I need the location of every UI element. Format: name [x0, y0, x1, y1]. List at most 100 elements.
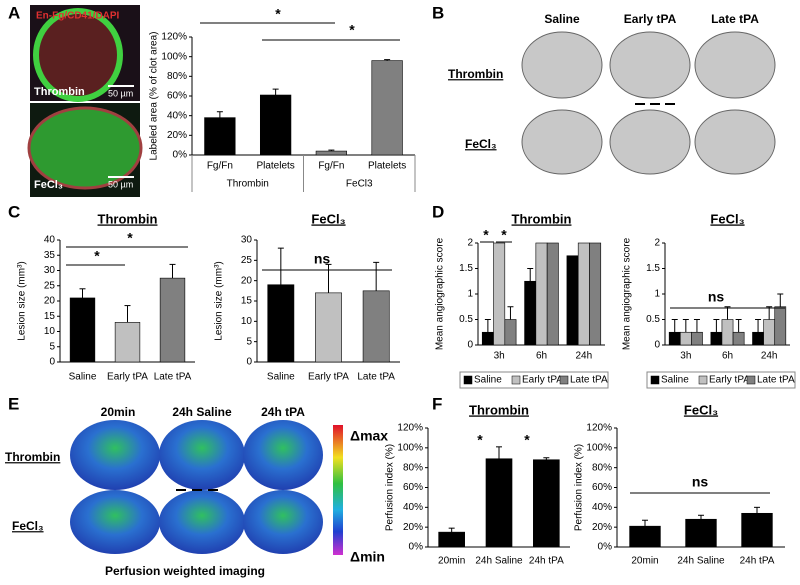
row-label: FeCl₃	[34, 179, 63, 191]
chart-title: Thrombin	[512, 211, 572, 226]
legend-swatch	[650, 375, 660, 385]
column-label: 24h tPA	[261, 405, 305, 419]
x-tick-label: Saline	[267, 372, 295, 383]
bar	[114, 322, 141, 363]
y-tick-label: 1	[654, 289, 660, 300]
row-label: Thrombin	[34, 86, 85, 98]
y-tick-label: 60%	[167, 91, 187, 102]
x-tick-label: Fg/Fn	[318, 161, 344, 172]
row-label: FeCl₃	[12, 519, 44, 533]
row-label: Thrombin	[5, 450, 60, 464]
x-tick-label: Saline	[69, 372, 97, 383]
y-tick-label: 80%	[592, 462, 612, 473]
bar	[481, 331, 494, 346]
x-tick-label: 3h	[680, 351, 691, 362]
y-tick-label: 2	[467, 238, 473, 249]
legend-label: Late tPA	[570, 375, 608, 386]
bar	[546, 242, 559, 346]
bar	[504, 319, 517, 346]
y-tick-label: 100%	[397, 442, 423, 453]
y-tick-label: 0%	[409, 542, 424, 553]
legend-swatch	[746, 375, 756, 385]
x-tick-label: Early tPA	[308, 372, 349, 383]
y-tick-label: 5	[246, 336, 252, 347]
bar	[315, 292, 342, 363]
bar	[679, 331, 692, 346]
y-tick-label: 10	[241, 316, 253, 327]
bar	[533, 459, 560, 548]
bar	[774, 306, 787, 346]
y-tick-label: 0.5	[646, 314, 660, 325]
bar	[69, 297, 96, 363]
scale-label: Δmax	[350, 428, 388, 444]
chart-title: Thrombin	[98, 211, 158, 226]
chart-title: FeCl₃	[710, 211, 744, 226]
significance-label: ns	[314, 251, 331, 267]
y-tick-label: 0	[49, 357, 55, 368]
y-tick-label: 80%	[403, 462, 423, 473]
panel-e-images	[70, 420, 343, 555]
x-tick-label: Late tPA	[357, 372, 395, 383]
y-tick-label: 0%	[173, 150, 188, 161]
bar	[589, 242, 602, 346]
y-tick-label: 25	[44, 280, 56, 291]
y-axis-label: Lesion size (mm³)	[214, 261, 225, 340]
significance-label: *	[477, 432, 483, 448]
bar	[524, 280, 537, 346]
scale-bar-label: 50 µm	[108, 88, 133, 98]
y-axis-label: Mean angiographic score	[435, 237, 446, 350]
y-tick-label: 10	[44, 326, 56, 337]
y-tick-label: 0	[654, 340, 660, 351]
caption: Perfusion weighted imaging	[105, 564, 265, 578]
legend-swatch	[559, 375, 569, 385]
column-label: 24h Saline	[172, 405, 232, 419]
panel-label: A	[8, 3, 20, 22]
bar	[315, 150, 348, 156]
legend-label: Early tPA	[709, 375, 750, 386]
stain-label: En-Fg/CD41/DAPI	[36, 11, 120, 22]
significance-label: ns	[708, 289, 725, 305]
bar	[362, 290, 390, 363]
significance-label: ns	[692, 474, 709, 490]
x-tick-label: Platelets	[368, 161, 406, 172]
column-label: Late tPA	[711, 12, 759, 26]
significance-label: *	[483, 227, 489, 243]
legend-swatch	[463, 375, 473, 385]
y-tick-label: 20	[44, 296, 56, 307]
column-label: Saline	[544, 12, 580, 26]
panel-label: F	[432, 394, 442, 413]
significance-label: *	[349, 22, 355, 38]
y-tick-label: 20%	[592, 522, 612, 533]
x-tick-label: Fg/Fn	[207, 161, 233, 172]
y-tick-label: 35	[44, 250, 56, 261]
y-tick-label: 20%	[167, 130, 187, 141]
bar	[259, 94, 292, 156]
x-tick-label: 24h tPA	[529, 556, 564, 567]
y-axis-label: Lesion size (mm³)	[17, 261, 28, 340]
bar	[763, 319, 776, 346]
group-label: Thrombin	[227, 179, 269, 190]
bar	[732, 331, 745, 346]
y-tick-label: 1	[467, 289, 473, 300]
y-tick-label: 15	[241, 296, 253, 307]
y-tick-label: 1.5	[646, 263, 660, 274]
scale-label: Δmin	[350, 549, 385, 565]
bar	[267, 284, 295, 363]
bar	[685, 518, 717, 548]
row-label: Thrombin	[448, 67, 503, 81]
significance-label: *	[127, 230, 133, 246]
y-axis-label: Labeled area (% of clot area)	[149, 32, 160, 161]
y-tick-label: 120%	[586, 423, 612, 434]
y-tick-label: 0%	[598, 542, 613, 553]
legend-box	[646, 371, 796, 389]
bar	[577, 242, 590, 346]
y-tick-label: 0.5	[459, 314, 473, 325]
x-tick-label: 6h	[536, 351, 547, 362]
panel-a-images	[27, 5, 143, 197]
y-tick-label: 5	[49, 341, 55, 352]
bar	[159, 277, 186, 363]
x-tick-label: 20min	[438, 556, 465, 567]
bar	[535, 242, 548, 346]
chart-title: FeCl₃	[311, 211, 345, 226]
